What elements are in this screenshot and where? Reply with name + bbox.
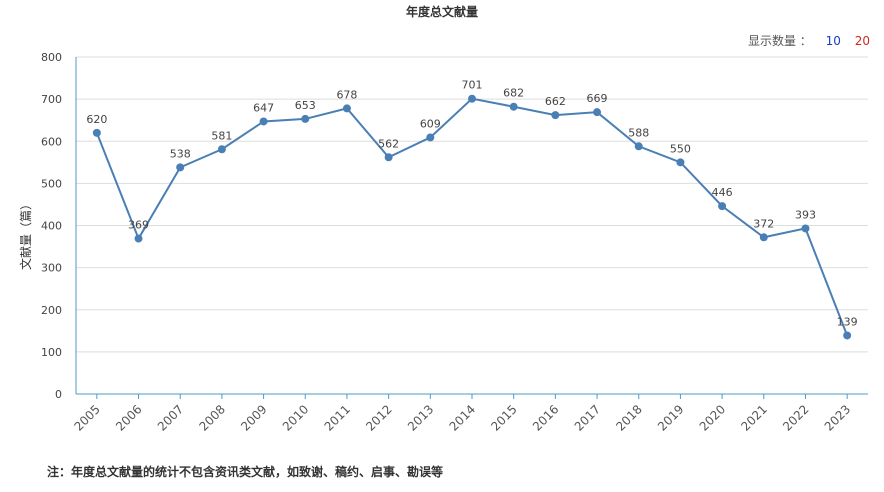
- data-point[interactable]: [676, 158, 685, 167]
- data-label: 446: [712, 186, 733, 199]
- data-label: 620: [86, 113, 107, 126]
- data-point[interactable]: [176, 163, 185, 172]
- data-label: 647: [253, 101, 274, 114]
- x-tick-label: 2006: [113, 402, 144, 433]
- chart-title: 年度总文献量: [405, 5, 478, 19]
- display-count-option-20[interactable]: 20: [854, 34, 870, 48]
- data-label: 139: [837, 315, 858, 328]
- x-tick-label: 2010: [280, 402, 311, 433]
- data-label: 701: [462, 79, 483, 92]
- data-label: 609: [420, 117, 441, 130]
- y-tick-label: 700: [41, 93, 62, 106]
- x-tick-label: 2014: [447, 402, 478, 433]
- x-tick-labels: 2005 2006 2007 2008 2009 2010 2011 2012 2013 2014…: [71, 402, 853, 433]
- data-point[interactable]: [509, 102, 518, 111]
- axes: [75, 57, 868, 399]
- x-tick-label: 2011: [322, 402, 353, 433]
- x-tick-label: 2013: [405, 402, 436, 433]
- x-tick-label: 2021: [738, 402, 769, 433]
- y-tick-label: 600: [41, 135, 62, 148]
- x-tick-label: 2020: [697, 402, 728, 433]
- data-labels: 620 369 538 581 647 653 678 562 609 701 682 662 669 5…: [86, 79, 857, 329]
- data-point[interactable]: [259, 117, 268, 126]
- data-points: [92, 94, 852, 340]
- data-label: 550: [670, 142, 691, 155]
- x-tick-label: 2008: [197, 402, 228, 433]
- y-tick-label: 400: [41, 220, 62, 233]
- y-tick-labels: 0 100 200 300 400 500 600 700 800: [41, 51, 62, 401]
- data-label: 669: [587, 92, 608, 105]
- y-tick-label: 300: [41, 262, 62, 275]
- series-line: [95, 97, 849, 336]
- data-label: 372: [753, 217, 774, 230]
- data-point[interactable]: [843, 331, 852, 340]
- data-point[interactable]: [801, 224, 810, 233]
- data-point[interactable]: [426, 133, 435, 142]
- x-tick-label: 2007: [155, 402, 186, 433]
- data-label: 678: [336, 88, 357, 101]
- y-tick-label: 0: [55, 388, 62, 401]
- data-label: 393: [795, 208, 816, 221]
- data-label: 581: [211, 129, 232, 142]
- data-point[interactable]: [301, 114, 310, 123]
- y-axis-label: 文献量（篇）: [18, 198, 33, 270]
- x-tick-label: 2017: [572, 402, 603, 433]
- x-tick-label: 2023: [822, 402, 853, 433]
- data-point[interactable]: [759, 233, 768, 242]
- x-tick-label: 2019: [655, 402, 686, 433]
- data-label: 588: [628, 126, 649, 139]
- x-tick-label: 2022: [780, 402, 811, 433]
- data-point[interactable]: [634, 142, 643, 151]
- display-count-selector: 显示数量 ： 10 20: [748, 32, 870, 49]
- data-label: 653: [295, 99, 316, 112]
- y-tick-label: 200: [41, 304, 62, 317]
- x-tick-label: 2015: [488, 402, 519, 433]
- data-point[interactable]: [718, 202, 727, 211]
- data-point[interactable]: [217, 145, 226, 154]
- footnote: 注：年度总文献量的统计不包含资讯类文献，如致谢、稿约、启事、勘误等: [47, 465, 444, 479]
- data-label: 682: [503, 87, 524, 100]
- x-tick-label: 2018: [613, 402, 644, 433]
- x-tick-label: 2012: [363, 402, 394, 433]
- display-count-label: 显示数量 ：: [747, 34, 812, 48]
- x-tick-label: 2016: [530, 402, 561, 433]
- data-point[interactable]: [593, 108, 602, 117]
- data-label: 369: [128, 219, 149, 232]
- data-point[interactable]: [342, 104, 351, 113]
- data-label: 562: [378, 137, 399, 150]
- x-tick-label: 2009: [238, 402, 269, 433]
- data-label: 538: [170, 147, 191, 160]
- y-tick-label: 500: [41, 177, 62, 190]
- x-tick-label: 2005: [71, 402, 102, 433]
- data-point[interactable]: [92, 128, 101, 137]
- y-tick-label: 100: [41, 346, 62, 359]
- display-count-option-10[interactable]: 10: [825, 34, 841, 48]
- data-point[interactable]: [551, 111, 560, 120]
- data-point[interactable]: [468, 94, 476, 103]
- data-point[interactable]: [384, 153, 393, 162]
- y-tick-label: 800: [41, 51, 62, 64]
- data-point[interactable]: [134, 234, 143, 243]
- data-label: 662: [545, 95, 566, 108]
